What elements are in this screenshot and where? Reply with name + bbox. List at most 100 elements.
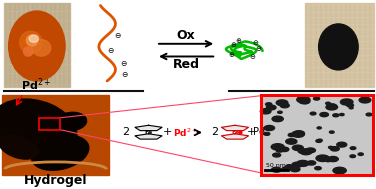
Circle shape xyxy=(260,109,271,114)
Circle shape xyxy=(271,167,281,172)
Circle shape xyxy=(276,100,288,106)
Circle shape xyxy=(326,102,331,105)
Ellipse shape xyxy=(0,99,77,159)
Circle shape xyxy=(326,104,338,110)
Text: ⊕: ⊕ xyxy=(230,42,236,47)
Text: ⊖: ⊖ xyxy=(107,46,114,55)
Circle shape xyxy=(292,162,302,167)
Circle shape xyxy=(294,131,305,136)
Circle shape xyxy=(340,99,353,105)
Circle shape xyxy=(264,125,274,131)
Circle shape xyxy=(306,148,315,153)
Circle shape xyxy=(273,153,280,157)
Circle shape xyxy=(331,147,339,151)
Circle shape xyxy=(328,156,338,162)
Text: ⊖: ⊖ xyxy=(115,31,121,40)
Text: Red: Red xyxy=(173,58,200,71)
Circle shape xyxy=(316,155,329,162)
Ellipse shape xyxy=(9,11,65,81)
Circle shape xyxy=(280,147,289,152)
Bar xyxy=(4,3,70,87)
Circle shape xyxy=(317,127,321,129)
Polygon shape xyxy=(221,134,249,139)
Circle shape xyxy=(349,107,353,109)
Circle shape xyxy=(316,139,322,142)
Text: Fe: Fe xyxy=(231,130,239,135)
Text: ⊖: ⊖ xyxy=(256,46,262,52)
Text: 50 nm: 50 nm xyxy=(266,163,286,167)
Polygon shape xyxy=(135,134,162,139)
Text: Pd$^{2+}$: Pd$^{2+}$ xyxy=(21,76,51,93)
Ellipse shape xyxy=(56,112,86,131)
Circle shape xyxy=(265,103,272,106)
Circle shape xyxy=(286,139,297,144)
Circle shape xyxy=(288,133,295,137)
Ellipse shape xyxy=(0,135,38,159)
Text: ⊕: ⊕ xyxy=(228,52,234,58)
Circle shape xyxy=(300,149,312,155)
Circle shape xyxy=(272,116,283,122)
Circle shape xyxy=(292,131,305,137)
Ellipse shape xyxy=(23,47,33,56)
Circle shape xyxy=(329,131,334,133)
Circle shape xyxy=(366,113,372,116)
Text: ⊖: ⊖ xyxy=(120,59,126,68)
Text: +: + xyxy=(163,128,172,137)
Polygon shape xyxy=(221,125,249,131)
Circle shape xyxy=(282,167,289,170)
Circle shape xyxy=(350,155,355,158)
Circle shape xyxy=(310,112,316,115)
Ellipse shape xyxy=(26,35,38,46)
Bar xyxy=(305,3,374,87)
Bar xyxy=(261,95,373,175)
Ellipse shape xyxy=(20,31,42,53)
Circle shape xyxy=(307,161,316,165)
Text: Hydrogel: Hydrogel xyxy=(24,174,87,187)
Ellipse shape xyxy=(32,40,51,56)
Ellipse shape xyxy=(32,135,89,170)
Text: ⊕: ⊕ xyxy=(236,38,242,44)
Circle shape xyxy=(350,147,356,149)
Circle shape xyxy=(293,145,303,150)
Polygon shape xyxy=(135,125,162,131)
Circle shape xyxy=(264,132,270,135)
Circle shape xyxy=(333,167,346,174)
Circle shape xyxy=(290,167,300,172)
Text: ⊖: ⊖ xyxy=(250,54,256,60)
Circle shape xyxy=(298,149,307,153)
Circle shape xyxy=(347,104,353,107)
Circle shape xyxy=(329,146,333,148)
Bar xyxy=(2,95,109,175)
Circle shape xyxy=(326,159,331,162)
Circle shape xyxy=(318,139,322,141)
Bar xyxy=(261,95,373,175)
Circle shape xyxy=(286,165,293,168)
Text: Fe: Fe xyxy=(144,130,153,135)
Circle shape xyxy=(359,97,371,103)
Circle shape xyxy=(314,97,320,100)
Circle shape xyxy=(358,153,363,156)
Circle shape xyxy=(315,167,321,170)
Text: Pd$^{2+}$: Pd$^{2+}$ xyxy=(173,126,198,139)
Circle shape xyxy=(277,111,282,113)
Circle shape xyxy=(337,142,347,147)
Bar xyxy=(39,118,60,130)
Circle shape xyxy=(266,105,276,110)
Text: 2: 2 xyxy=(123,128,129,137)
Text: ⊖: ⊖ xyxy=(252,40,258,46)
Text: +: + xyxy=(247,128,256,137)
Circle shape xyxy=(297,160,309,166)
Circle shape xyxy=(297,96,310,103)
Circle shape xyxy=(320,112,329,117)
Text: 2: 2 xyxy=(211,128,218,137)
Circle shape xyxy=(327,158,331,160)
Circle shape xyxy=(280,103,289,108)
Circle shape xyxy=(299,98,310,104)
Ellipse shape xyxy=(319,24,358,70)
Circle shape xyxy=(276,149,284,152)
Text: ⊖: ⊖ xyxy=(121,70,127,79)
Circle shape xyxy=(333,114,339,117)
Text: Pd: Pd xyxy=(253,128,265,137)
Circle shape xyxy=(271,144,284,150)
Text: Ox: Ox xyxy=(177,29,196,42)
